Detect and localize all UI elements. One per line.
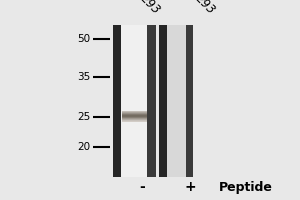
Text: +: + xyxy=(185,180,196,194)
Bar xyxy=(122,111,147,112)
Text: 293: 293 xyxy=(137,0,163,17)
Bar xyxy=(122,114,147,115)
Bar xyxy=(186,25,193,177)
Bar xyxy=(122,115,147,116)
Bar xyxy=(112,25,121,177)
Text: 50: 50 xyxy=(77,34,90,44)
Bar xyxy=(122,119,147,120)
Bar xyxy=(122,113,147,114)
Bar xyxy=(122,117,147,118)
Bar xyxy=(122,120,147,121)
Bar xyxy=(122,112,147,113)
Bar xyxy=(122,110,147,111)
Bar xyxy=(159,25,167,177)
Bar xyxy=(122,121,147,122)
Bar xyxy=(122,118,147,119)
Text: 20: 20 xyxy=(77,142,90,152)
Bar xyxy=(121,25,147,177)
Text: -: - xyxy=(140,180,146,194)
Text: 35: 35 xyxy=(77,72,90,82)
Text: Peptide: Peptide xyxy=(219,181,273,194)
Text: 293: 293 xyxy=(193,0,218,17)
Text: 25: 25 xyxy=(77,112,90,122)
Bar xyxy=(147,25,156,177)
Bar xyxy=(122,116,147,117)
Bar xyxy=(167,25,186,177)
